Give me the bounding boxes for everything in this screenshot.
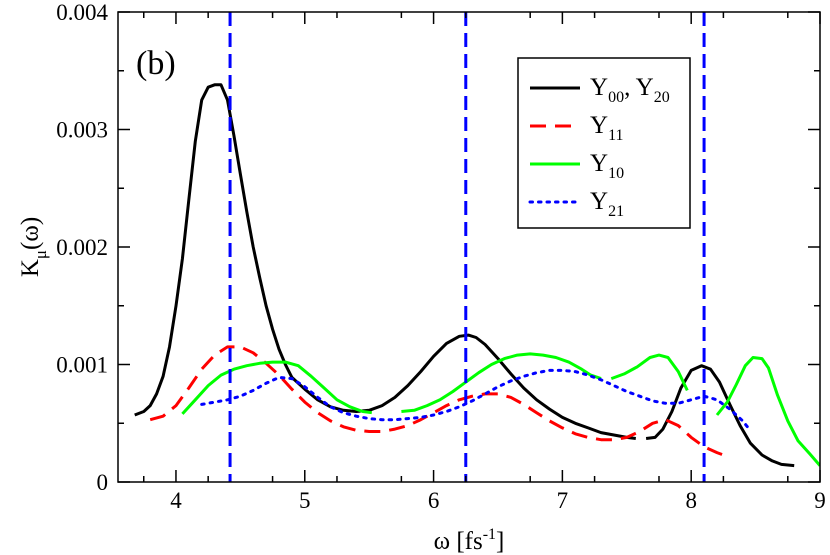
series-3 — [181, 352, 820, 467]
series-1-line-segment — [134, 83, 636, 440]
y-tick-label: 0.001 — [56, 353, 108, 378]
series-4-line-segment — [200, 368, 751, 431]
y-tick-label: 0.003 — [56, 118, 108, 143]
axis-ticks: 4 5 6 7 8 9 0 0.001 0.002 0.003 0.004 — [56, 0, 826, 513]
legend-subscript: 10 — [608, 165, 624, 182]
legend-text: Y — [590, 74, 608, 101]
series-3-line-segment — [715, 356, 820, 467]
axis-labels: (b) ω [fs-1] Kμ(ω) — [17, 45, 504, 555]
legend-subscript: 20 — [654, 89, 670, 106]
legend-subscript: 00 — [608, 89, 624, 106]
legend-text: Y — [590, 112, 608, 139]
axes-frame — [117, 11, 821, 483]
legend-label-1: Y00, Y20 — [590, 74, 670, 106]
legend-box — [517, 57, 691, 229]
legend-text: Y — [590, 150, 608, 177]
x-axis-label-sup: -1 — [483, 526, 496, 543]
legend-label-3: Y10 — [590, 150, 624, 182]
y-tick-label: 0 — [97, 470, 109, 495]
series-3-line-segment — [401, 352, 602, 413]
plot-area — [134, 12, 820, 482]
legend-label-2: Y11 — [590, 112, 623, 144]
panel-label: (b) — [136, 45, 176, 82]
x-tick-label: 9 — [814, 488, 826, 513]
x-tick-label: 5 — [299, 488, 311, 513]
x-tick-label: 6 — [428, 488, 440, 513]
x-axis-label-tail: ] — [496, 528, 504, 555]
x-tick-label: 8 — [685, 488, 697, 513]
series-3-line-segment — [181, 360, 372, 415]
legend-label-4: Y21 — [590, 188, 624, 220]
y-tick-label: 0.002 — [56, 235, 108, 260]
legend-subscript: 11 — [608, 127, 623, 144]
series-2 — [149, 345, 724, 457]
series-2-line-segment — [149, 345, 724, 457]
x-tick-label: 7 — [557, 488, 569, 513]
legend-subscript: 21 — [608, 203, 624, 220]
series-3-line-segment — [610, 353, 689, 392]
legend-text: Y — [590, 188, 608, 215]
x-axis-label-main: ω [fs — [434, 528, 483, 555]
y-axis-label: Kμ(ω) — [17, 217, 50, 277]
y-axis-label-main: K — [17, 259, 44, 277]
y-tick-label: 0.004 — [56, 0, 108, 25]
x-axis-label: ω [fs-1] — [434, 526, 505, 555]
y-axis-label-tail: (ω) — [17, 217, 44, 250]
plot-frame — [117, 11, 821, 483]
x-tick-label: 4 — [170, 488, 182, 513]
legend-text: , Y — [624, 74, 654, 101]
series-4 — [200, 368, 751, 431]
y-axis-label-sub: μ — [31, 250, 50, 259]
